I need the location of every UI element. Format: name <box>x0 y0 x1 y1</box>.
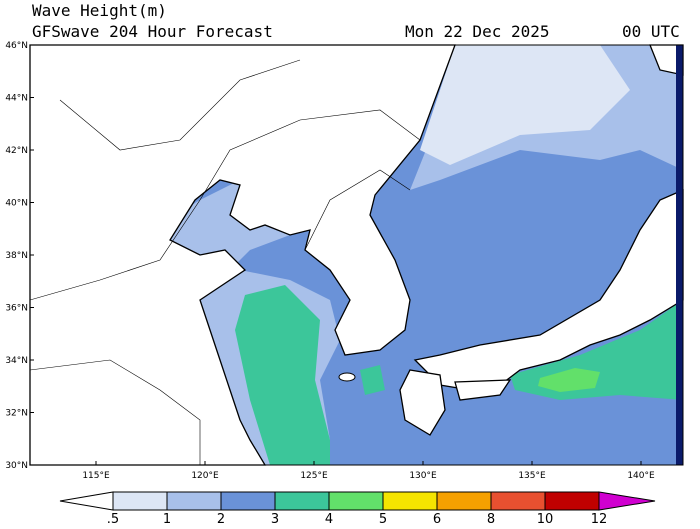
map-area <box>29 44 684 466</box>
lon-label: 135°E <box>518 471 546 481</box>
date: Mon 22 Dec 2025 <box>405 22 550 41</box>
lat-label: 44°N <box>5 94 28 104</box>
border <box>29 109 421 301</box>
subtitle: GFSwave 204 Hour Forecast <box>32 22 273 41</box>
colorbar-label: 10 <box>537 512 554 525</box>
border <box>29 359 201 465</box>
colorbar-bin <box>544 491 600 511</box>
lon-label: 115°E <box>82 471 110 481</box>
wave-zone <box>538 368 600 392</box>
edge-band <box>676 45 683 465</box>
colorbar-bin <box>112 491 168 511</box>
colorbar-label: 2 <box>217 512 225 525</box>
colorbar-bin <box>382 491 438 511</box>
wave-zone <box>235 285 330 465</box>
lon-label: 130°E <box>409 471 437 481</box>
lat-label: 42°N <box>5 146 28 156</box>
colorbar-bin <box>166 491 222 511</box>
jeju <box>338 372 356 382</box>
colorbar-label: 1 <box>163 512 171 525</box>
colorbar-label: 5 <box>379 512 387 525</box>
time: 00 UTC <box>622 22 680 41</box>
border <box>59 59 301 151</box>
lat-label: 34°N <box>5 356 28 366</box>
lon-label: 120°E <box>191 471 219 481</box>
shikoku <box>454 379 512 401</box>
colorbar-bin <box>274 491 330 511</box>
mainland <box>29 44 456 466</box>
lat-label: 32°N <box>5 409 28 419</box>
lon-label: 140°E <box>627 471 655 481</box>
colorbar-bin <box>490 491 546 511</box>
colorbar-label: .5 <box>107 512 119 525</box>
colorbar-bin <box>328 491 384 511</box>
colorbar-bin <box>220 491 276 511</box>
lat-label: 46°N <box>5 41 28 51</box>
lat-label: 30°N <box>5 461 28 471</box>
kyushu <box>399 369 446 436</box>
title: Wave Height(m) <box>32 1 167 20</box>
colorbar: .5 1 2 3 4 5 6 8 10 12 <box>59 491 656 527</box>
wave-zone <box>360 365 385 395</box>
lat-label: 38°N <box>5 251 28 261</box>
lat-label: 36°N <box>5 304 28 314</box>
colorbar-label: 4 <box>325 512 333 525</box>
colorbar-label: 8 <box>487 512 495 525</box>
colorbar-under <box>59 491 114 511</box>
border <box>304 169 411 251</box>
colorbar-label: 6 <box>433 512 441 525</box>
lat-label: 40°N <box>5 199 28 209</box>
colorbar-over <box>598 491 656 511</box>
colorbar-label: 3 <box>271 512 279 525</box>
wave-zone <box>420 45 630 165</box>
colorbar-label: 12 <box>591 512 608 525</box>
colorbar-bin <box>436 491 492 511</box>
lon-label: 125°E <box>300 471 328 481</box>
